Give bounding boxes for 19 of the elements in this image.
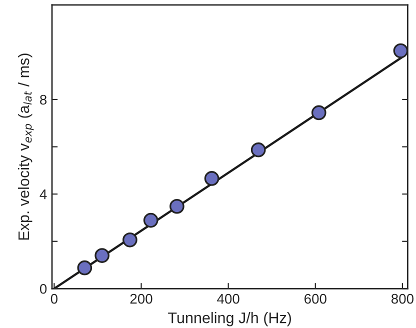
point (77, 260, 92, 276)
x-tick-label: 0 (50, 294, 58, 304)
point (170, 198, 184, 214)
y-tick-label: 8 (40, 94, 47, 105)
point (122, 232, 138, 248)
x-tick-label: 800 (391, 294, 414, 304)
point (250, 142, 266, 158)
point (393, 43, 408, 58)
x-tick-label: 400 (217, 294, 240, 304)
point (311, 105, 326, 120)
point (143, 212, 158, 228)
point (94, 248, 110, 263)
y-axis-title: Exp. velocity v$_{exp}$ (a$_{lat}$ / ms) (18, 54, 34, 240)
x-axis-title: Tunneling J/h (Hz) (168, 312, 292, 326)
x-tick-label: 200 (130, 294, 152, 304)
y-tick-label: 4 (40, 190, 47, 200)
point (204, 171, 220, 186)
x-tick-label: 600 (304, 294, 326, 304)
y-tick-label: 0 (40, 284, 47, 294)
